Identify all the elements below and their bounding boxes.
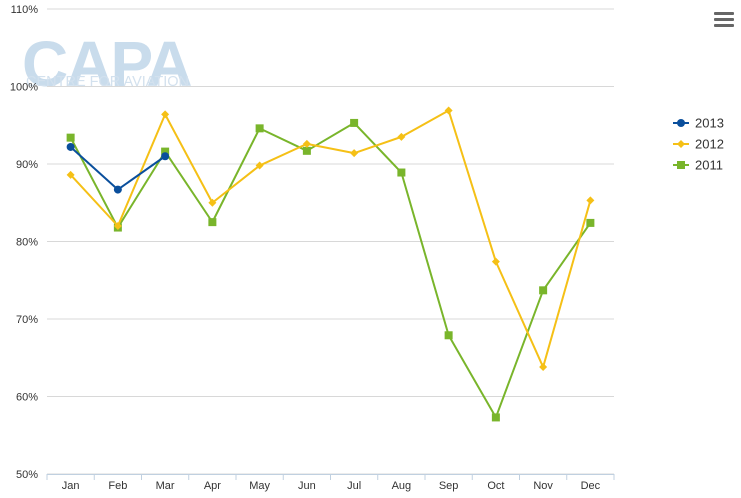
legend-label: 2013 (695, 116, 724, 131)
x-tick-label: Nov (533, 480, 553, 492)
x-tick-label: Jan (62, 480, 80, 492)
legend-item-2013[interactable]: 2013 (673, 116, 724, 131)
data-point-2012 (444, 106, 453, 115)
series-line-2013 (69, 146, 166, 191)
data-point-2012 (208, 198, 217, 207)
y-tick-label: 80% (16, 237, 38, 249)
data-point-2011 (491, 413, 500, 422)
legend-label: 2012 (695, 137, 724, 152)
x-tick-label: Mar (156, 480, 175, 492)
x-tick-label: Sep (439, 480, 459, 492)
x-tick-label: Apr (204, 480, 221, 492)
data-point-2013 (66, 142, 75, 151)
x-tick-label: Oct (487, 480, 504, 492)
data-point-2012 (491, 257, 500, 266)
series-2011 (66, 118, 595, 422)
data-point-2012 (255, 161, 264, 170)
series-2012 (66, 106, 595, 372)
legend-label: 2011 (695, 158, 723, 173)
data-point-2012 (539, 363, 548, 372)
data-point-2013 (161, 152, 170, 161)
watermark-brand: CAPA (22, 28, 191, 100)
menu-bar (714, 24, 734, 27)
data-point-2011 (397, 168, 406, 177)
y-tick-label: 70% (16, 314, 38, 326)
data-point-2012 (586, 196, 595, 205)
menu-bar (714, 18, 734, 21)
data-point-2012 (66, 170, 75, 179)
data-point-2012 (350, 149, 359, 158)
legend-marker (677, 119, 685, 127)
y-tick-label: 50% (16, 469, 38, 481)
data-point-2011 (586, 218, 595, 227)
hamburger-menu-icon[interactable] (714, 12, 734, 30)
series-layer (66, 106, 595, 422)
series-line-2011 (69, 121, 592, 419)
legend: 2013 2012 2011 (673, 116, 724, 173)
data-point-2011 (350, 118, 359, 127)
data-point-2011 (539, 286, 548, 295)
data-point-2011 (66, 133, 75, 142)
y-tick-label: 60% (16, 392, 38, 404)
legend-marker (677, 161, 685, 169)
data-point-2012 (113, 222, 122, 230)
legend-item-2011[interactable]: 2011 (673, 158, 723, 173)
watermark-tagline: CENTRE FOR AVIATION (26, 74, 189, 90)
legend-marker (677, 140, 685, 148)
y-tick-label: 90% (16, 159, 38, 171)
x-tick-label: Aug (392, 480, 412, 492)
data-point-2011 (444, 331, 453, 340)
menu-bar (714, 12, 734, 15)
data-point-2011 (161, 147, 170, 156)
data-point-2013 (113, 185, 122, 194)
data-point-2011 (255, 124, 264, 133)
x-tick-label: Jul (347, 480, 361, 492)
x-tick-label: Feb (108, 480, 127, 492)
series-2013 (66, 142, 170, 194)
series-line-2012 (69, 109, 592, 369)
data-point-2011 (302, 146, 311, 155)
y-tick-label: 100% (10, 82, 38, 94)
data-point-2011 (208, 218, 217, 227)
data-point-2012 (161, 110, 170, 119)
y-tick-label: 110% (11, 4, 39, 16)
legend-item-2012[interactable]: 2012 (673, 137, 724, 152)
x-tick-label: May (249, 480, 270, 492)
x-tick-label: Dec (581, 480, 601, 492)
x-tick-label: Jun (298, 480, 316, 492)
capa-watermark-logo: CAPA CENTRE FOR AVIATION (22, 28, 193, 100)
data-point-2012 (397, 132, 406, 141)
data-point-2012 (302, 139, 311, 148)
axes: 50% 60% 70% 80% 90% 100% 110% Jan Feb Mar Apr May Ju… (10, 4, 615, 492)
